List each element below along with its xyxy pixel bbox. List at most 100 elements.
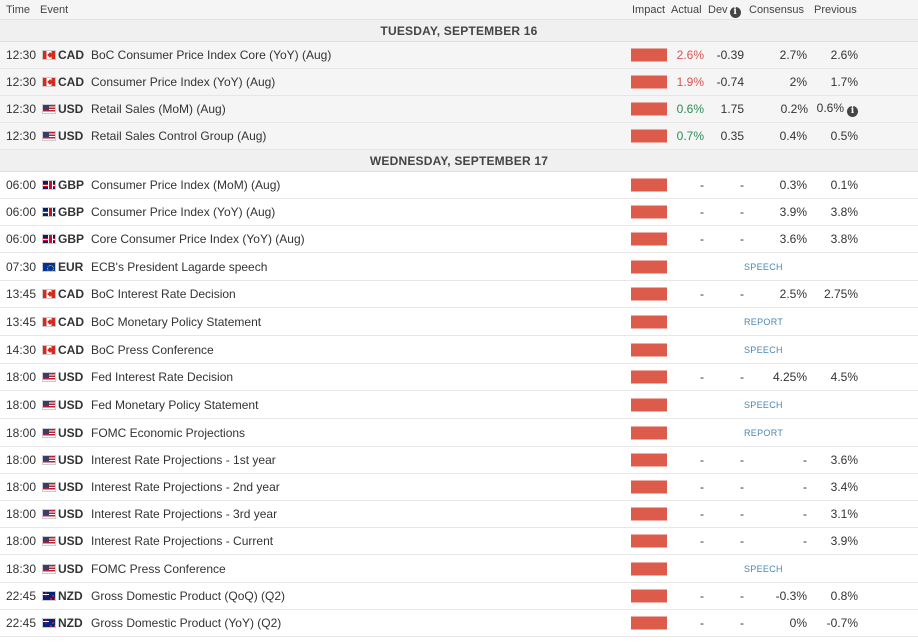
event-row[interactable]: 18:00 USD Interest Rate Projections - 3rd …	[0, 501, 918, 528]
event-row[interactable]: 22:45 NZD Gross Domestic Product (YoY) (Q2…	[0, 610, 918, 637]
event-row[interactable]: 18:30 USD FOMC Press Conference SPEECH	[0, 555, 918, 583]
header-actual[interactable]: Actual	[671, 4, 702, 16]
previous-value: 3.1%	[830, 507, 858, 521]
event-row[interactable]: 18:00 USD Interest Rate Projections - Curr…	[0, 528, 918, 555]
event-time: 12:30	[6, 48, 37, 62]
event-name[interactable]: Consumer Price Index (MoM) (Aug)	[91, 178, 281, 192]
event-currency: USD	[58, 102, 84, 116]
consensus-value: -	[803, 453, 807, 467]
event-row[interactable]: 06:00 GBP Consumer Price Index (YoY) (Aug)…	[0, 199, 918, 226]
header-event[interactable]: Event	[40, 4, 69, 16]
info-icon[interactable]: i	[847, 106, 858, 117]
nzd-flag-icon	[42, 618, 56, 628]
consensus-value: -	[803, 507, 807, 521]
event-name[interactable]: ECB's President Lagarde speech	[91, 259, 268, 274]
event-time: 18:00	[6, 370, 37, 384]
event-row[interactable]: 18:00 USD Fed Interest Rate Decision - - 4.25…	[0, 364, 918, 391]
impact-bar	[631, 178, 667, 192]
event-row[interactable]: 18:00 USD Interest Rate Projections - 2nd …	[0, 474, 918, 501]
event-row[interactable]: 13:45 CAD BoC Interest Rate Decision - - 2.5%…	[0, 281, 918, 308]
event-type-tag: SPEECH	[744, 399, 783, 410]
event-name[interactable]: Retail Sales (MoM) (Aug)	[91, 102, 226, 116]
event-row[interactable]: 18:00 USD Interest Rate Projections - 1st …	[0, 447, 918, 474]
previous-value: 3.9%	[830, 534, 858, 548]
event-name[interactable]: BoC Interest Rate Decision	[91, 287, 236, 301]
deviation-value: -	[740, 453, 744, 467]
event-time: 18:00	[6, 534, 37, 548]
impact-bar	[631, 453, 667, 467]
usd-flag-icon	[42, 399, 56, 410]
consensus-value: 0%	[789, 616, 807, 630]
gbp-flag-icon	[42, 180, 56, 190]
event-currency: USD	[58, 397, 84, 412]
event-name[interactable]: Fed Interest Rate Decision	[91, 370, 234, 384]
event-currency: CAD	[58, 287, 84, 301]
event-row[interactable]: 12:30 CAD Consumer Price Index (YoY) (Aug)…	[0, 69, 918, 96]
event-time: 18:00	[6, 507, 37, 521]
event-name[interactable]: BoC Press Conference	[91, 342, 214, 357]
event-row[interactable]: 12:30 CAD BoC Consumer Price Index Core (Y…	[0, 42, 918, 69]
deviation-value: -	[740, 534, 744, 548]
event-time: 13:45	[6, 314, 37, 329]
event-name[interactable]: Fed Monetary Policy Statement	[91, 397, 259, 412]
event-row[interactable]: 18:00 USD FOMC Economic Projections REPORT	[0, 419, 918, 447]
event-name[interactable]: FOMC Press Conference	[91, 561, 226, 576]
impact-bar	[631, 205, 667, 219]
event-name[interactable]: Interest Rate Projections - 1st year	[91, 453, 276, 467]
event-name[interactable]: Core Consumer Price Index (YoY) (Aug)	[91, 232, 305, 246]
event-time: 13:45	[6, 287, 37, 301]
event-name[interactable]: BoC Consumer Price Index Core (YoY) (Aug…	[91, 48, 332, 62]
impact-bar	[631, 370, 667, 384]
usd-flag-icon	[42, 131, 56, 141]
impact-bar	[631, 75, 667, 89]
deviation-value: -	[740, 589, 744, 603]
previous-value: 2.75%	[823, 287, 858, 301]
header-time[interactable]: Time	[6, 4, 31, 16]
event-name[interactable]: BoC Monetary Policy Statement	[91, 314, 262, 329]
previous-value: 3.8%	[830, 232, 858, 246]
day-header: WEDNESDAY, SEPTEMBER 17	[0, 150, 918, 172]
event-time: 12:30	[6, 129, 37, 143]
event-name[interactable]: Interest Rate Projections - 2nd year	[91, 480, 280, 494]
event-name[interactable]: Interest Rate Projections - 3rd year	[91, 507, 278, 521]
event-row[interactable]: 07:30 EUR ECB's President Lagarde speech SP…	[0, 253, 918, 281]
event-row[interactable]: 12:30 USD Retail Sales Control Group (Aug)…	[0, 123, 918, 150]
impact-bar	[631, 426, 667, 439]
event-row[interactable]: 14:30 CAD BoC Press Conference SPEECH	[0, 336, 918, 364]
header-impact[interactable]: Impact	[632, 4, 666, 16]
impact-bar	[631, 129, 667, 143]
actual-value: -	[700, 507, 704, 521]
event-time: 22:45	[6, 616, 37, 630]
impact-bar	[631, 343, 667, 356]
usd-flag-icon	[42, 104, 56, 114]
event-name[interactable]: Interest Rate Projections - Current	[91, 534, 274, 548]
actual-value: -	[700, 480, 704, 494]
event-name[interactable]: Consumer Price Index (YoY) (Aug)	[91, 205, 276, 219]
actual-value: -	[700, 534, 704, 548]
event-row[interactable]: 06:00 GBP Consumer Price Index (MoM) (Aug)…	[0, 172, 918, 199]
event-name[interactable]: Gross Domestic Product (YoY) (Q2)	[91, 616, 282, 630]
event-name[interactable]: FOMC Economic Projections	[91, 425, 246, 440]
event-row[interactable]: 12:30 USD Retail Sales (MoM) (Aug) 0.6% 1.75…	[0, 96, 918, 123]
header-previous[interactable]: Previous	[814, 4, 857, 16]
deviation-value: -0.74	[716, 75, 744, 89]
actual-value: 2.6%	[676, 48, 704, 62]
header-consensus[interactable]: Consensus	[749, 4, 805, 16]
consensus-value: 0.3%	[779, 178, 807, 192]
event-row[interactable]: 06:00 GBP Core Consumer Price Index (YoY) …	[0, 226, 918, 253]
event-row[interactable]: 13:45 CAD BoC Monetary Policy Statement REP…	[0, 308, 918, 336]
header-dev[interactable]: Dev i	[708, 4, 741, 18]
info-icon[interactable]: i	[729, 7, 741, 18]
event-time: 07:30	[6, 259, 37, 274]
event-name[interactable]: Gross Domestic Product (QoQ) (Q2)	[91, 589, 286, 603]
event-name[interactable]: Retail Sales Control Group (Aug)	[91, 129, 267, 143]
actual-value: -	[700, 205, 704, 219]
event-time: 18:30	[6, 561, 37, 576]
event-row[interactable]: 22:45 NZD Gross Domestic Product (QoQ) (Q2…	[0, 583, 918, 610]
actual-value: -	[700, 178, 704, 192]
event-row[interactable]: 18:00 USD Fed Monetary Policy Statement SPE…	[0, 391, 918, 419]
event-name[interactable]: Consumer Price Index (YoY) (Aug)	[91, 75, 276, 89]
consensus-value: 3.9%	[779, 205, 807, 219]
event-currency: NZD	[58, 589, 83, 603]
previous-value: 3.8%	[830, 205, 858, 219]
